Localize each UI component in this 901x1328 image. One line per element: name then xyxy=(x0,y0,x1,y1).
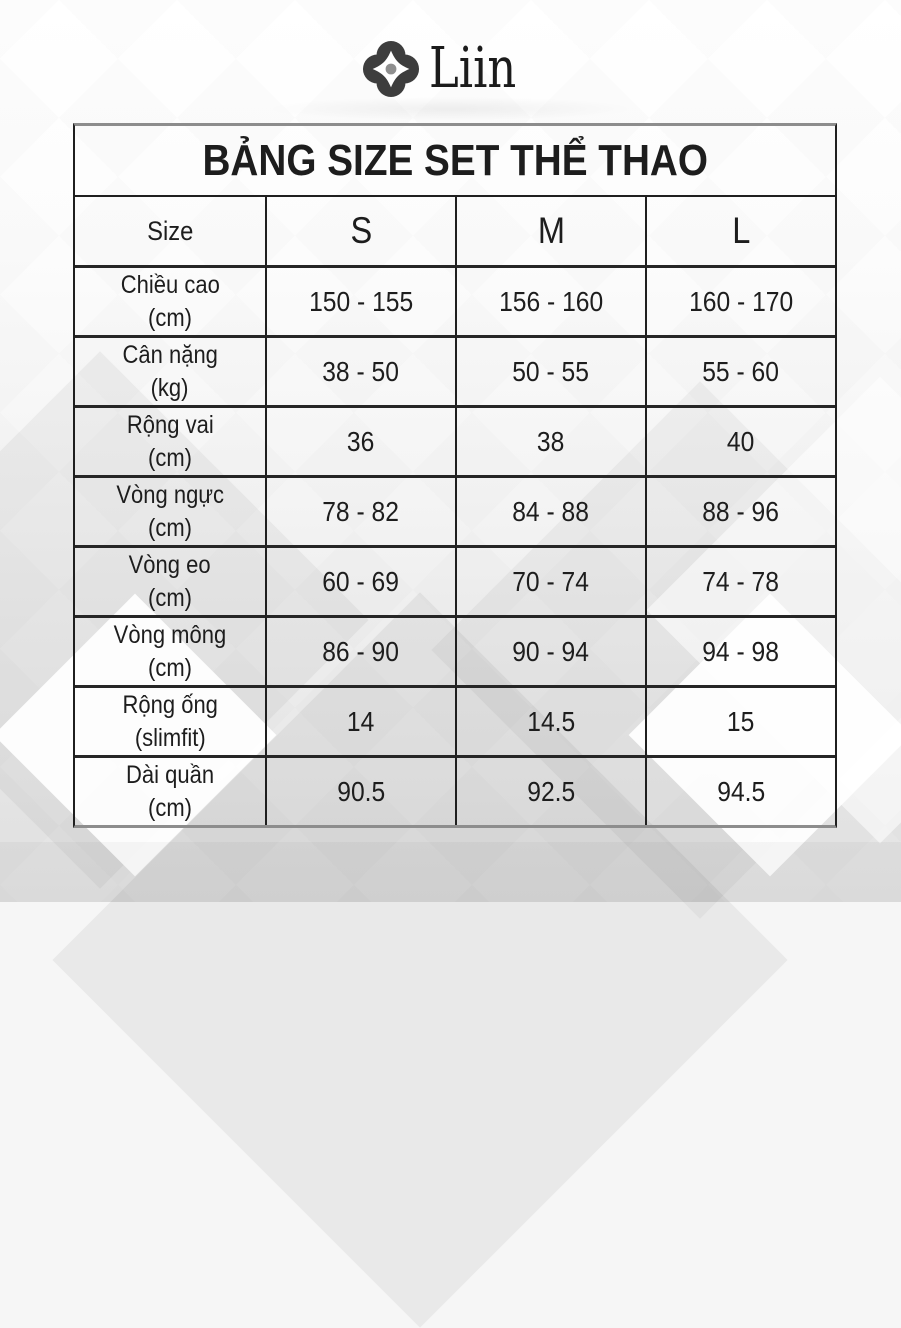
row-unit: (cm) xyxy=(147,443,192,472)
row-label: Cân nặng (kg) xyxy=(75,335,265,405)
row-label: Vòng eo (cm) xyxy=(75,545,265,615)
column-header-size: Size xyxy=(146,215,194,246)
size-value: 60 - 69 xyxy=(265,545,455,615)
size-value: 90 - 94 xyxy=(455,615,645,685)
row-label: Vòng ngực (cm) xyxy=(75,475,265,545)
size-value: 86 - 90 xyxy=(265,615,455,685)
row-label: Rộng ống (slimfit) xyxy=(75,685,265,755)
size-value: 92.5 xyxy=(455,755,645,825)
size-value: 156 - 160 xyxy=(455,265,645,335)
row-label: Vòng mông (cm) xyxy=(75,615,265,685)
row-unit: (cm) xyxy=(147,513,192,542)
size-value: 38 - 50 xyxy=(265,335,455,405)
size-value: 74 - 78 xyxy=(645,545,835,615)
size-value: 78 - 82 xyxy=(265,475,455,545)
column-header-l: L xyxy=(645,197,835,265)
size-value: 14.5 xyxy=(455,685,645,755)
brand-logo: Liin xyxy=(0,40,901,98)
size-value: 15 xyxy=(645,685,835,755)
row-unit: (kg) xyxy=(151,373,189,402)
row-unit: (cm) xyxy=(147,583,192,612)
size-value: 150 - 155 xyxy=(265,265,455,335)
flower-icon xyxy=(362,40,420,98)
row-unit: (slimfit) xyxy=(134,723,206,752)
brand-name: Liin xyxy=(429,36,517,101)
size-value: 50 - 55 xyxy=(455,335,645,405)
size-value: 84 - 88 xyxy=(455,475,645,545)
size-value: 38 xyxy=(455,405,645,475)
background-bottom-band xyxy=(0,842,901,902)
size-value: 14 xyxy=(265,685,455,755)
size-value: 94.5 xyxy=(645,755,835,825)
table-title: BẢNG SIZE SET THỂ THAO xyxy=(202,135,708,185)
row-unit: (cm) xyxy=(147,653,192,682)
row-unit: (cm) xyxy=(147,303,192,332)
size-value: 70 - 74 xyxy=(455,545,645,615)
row-label: Rộng vai (cm) xyxy=(75,405,265,475)
size-value: 55 - 60 xyxy=(645,335,835,405)
logo-shadow xyxy=(250,96,650,122)
column-header-m: M xyxy=(455,197,645,265)
column-header-s: S xyxy=(265,197,455,265)
size-grid: Size S M L Chiều cao (cm) 150 - 155 156 … xyxy=(75,197,835,825)
row-label: Chiều cao (cm) xyxy=(75,265,265,335)
size-value: 160 - 170 xyxy=(645,265,835,335)
size-value: 36 xyxy=(265,405,455,475)
row-label: Dài quần (cm) xyxy=(75,755,265,825)
size-value: 40 xyxy=(645,405,835,475)
size-value: 90.5 xyxy=(265,755,455,825)
row-unit: (cm) xyxy=(147,793,192,822)
table-title-row: BẢNG SIZE SET THỂ THAO xyxy=(75,126,835,197)
size-value: 88 - 96 xyxy=(645,475,835,545)
size-value: 94 - 98 xyxy=(645,615,835,685)
size-table: BẢNG SIZE SET THỂ THAO Size S M L Chiều … xyxy=(73,123,837,828)
